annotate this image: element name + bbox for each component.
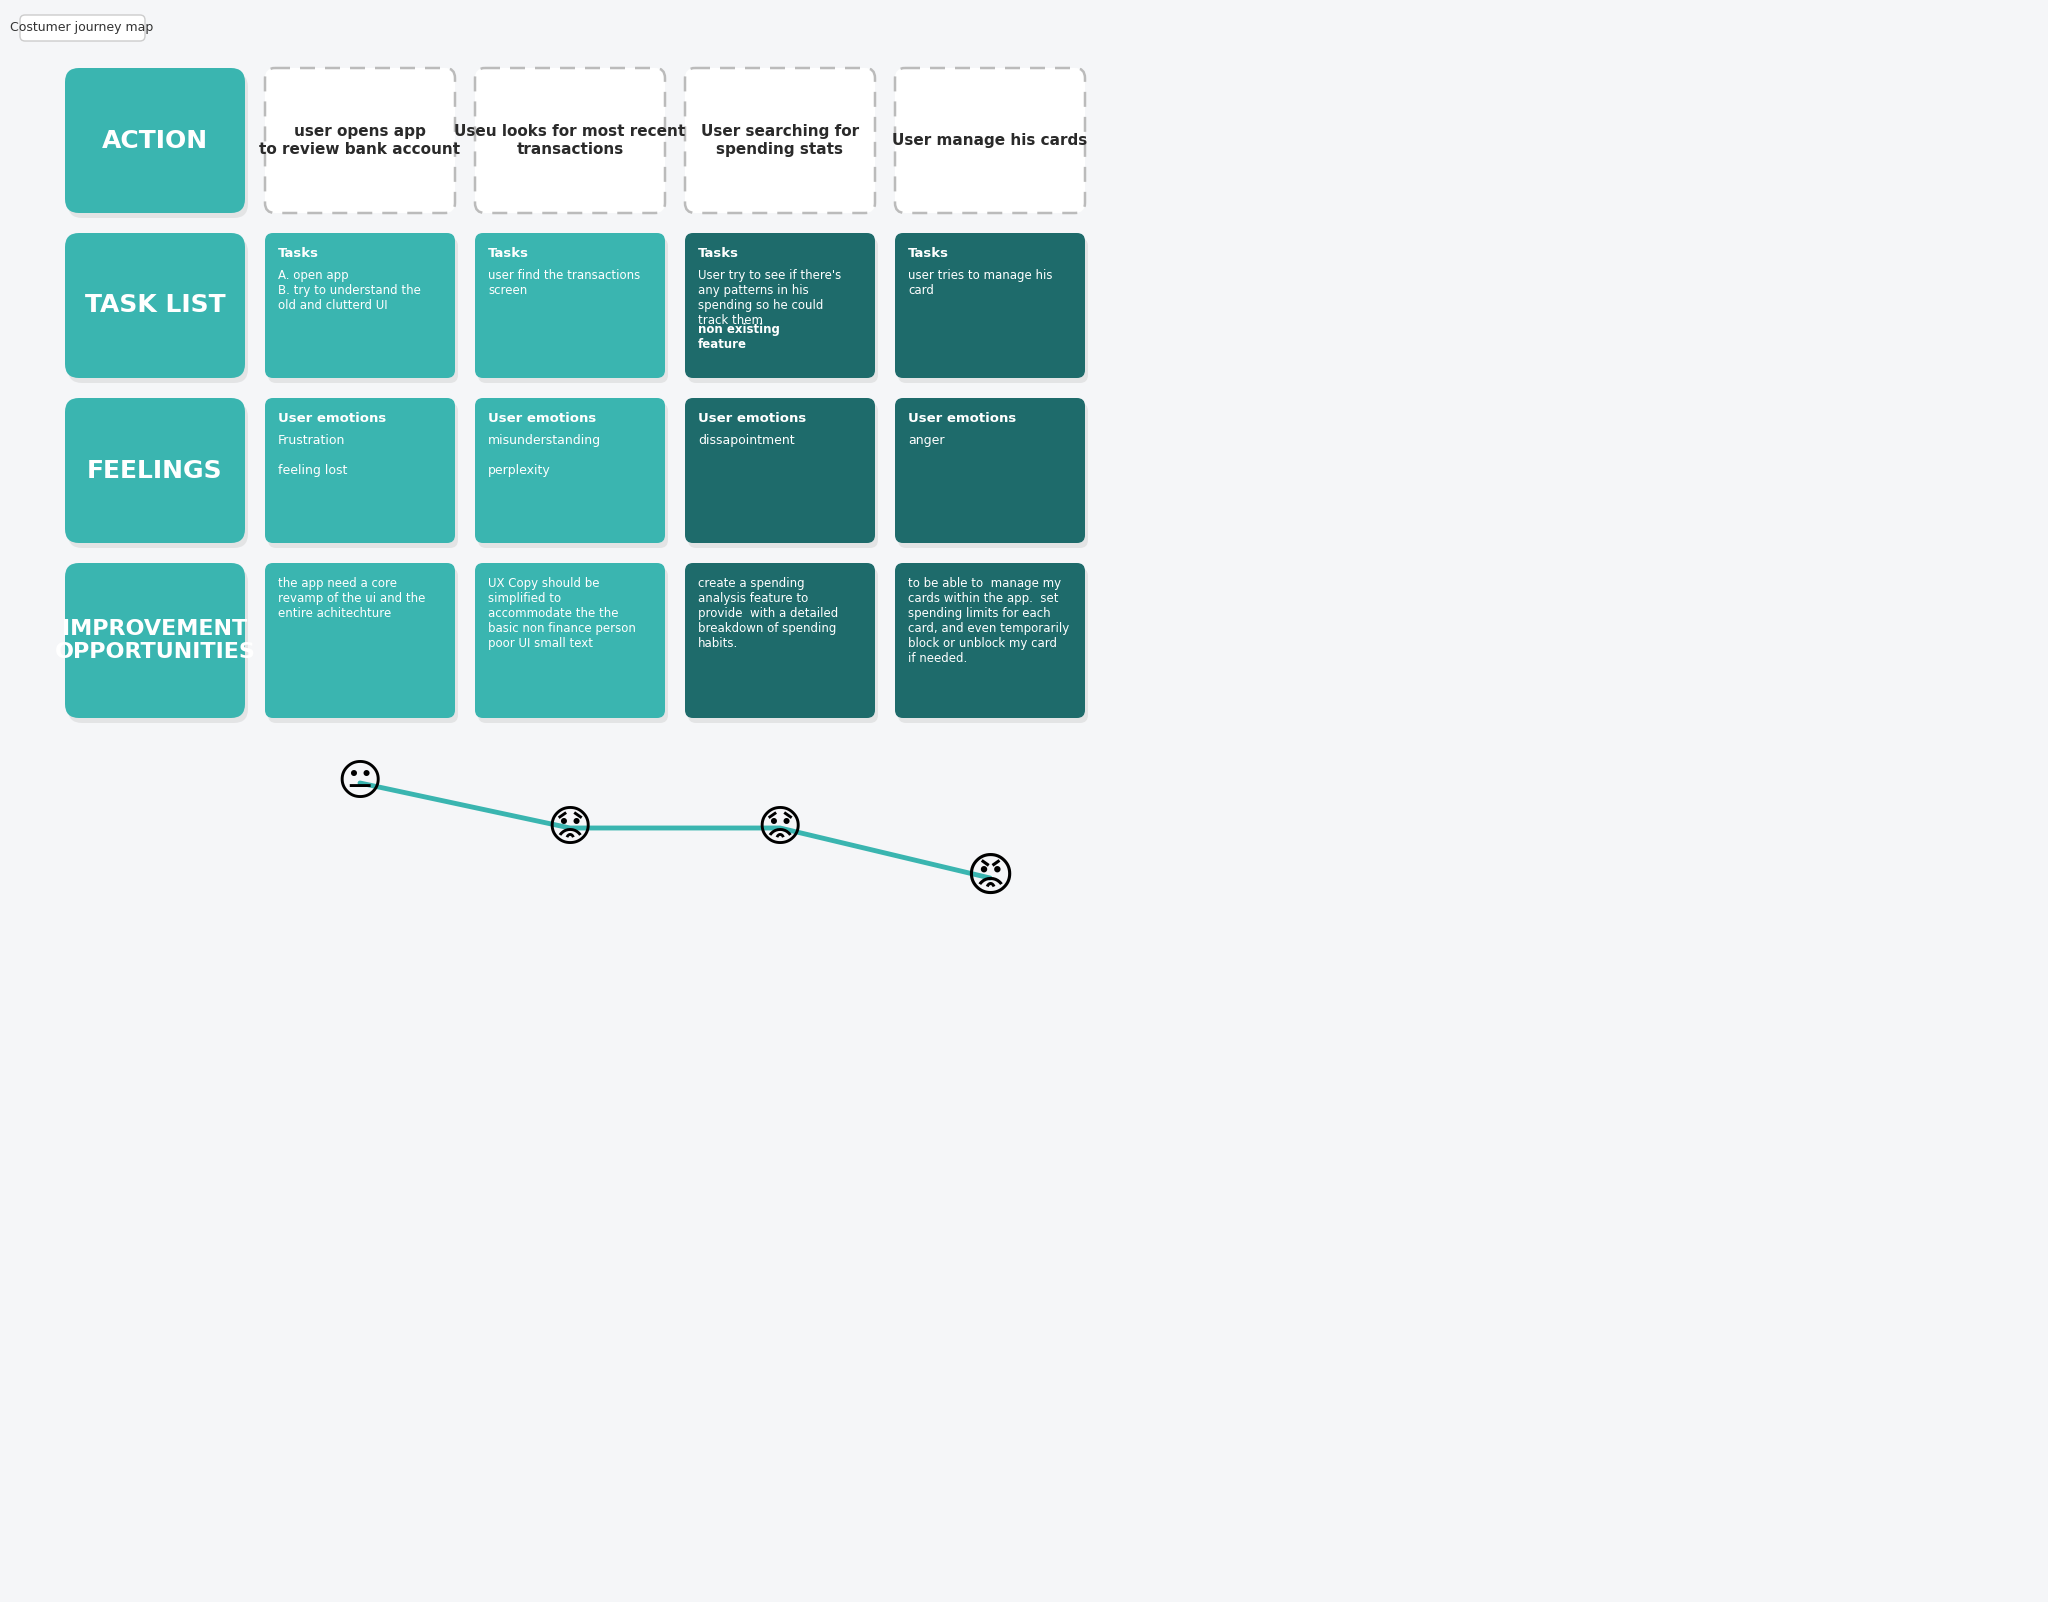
Text: to be able to  manage my
cards within the app.  set
spending limits for each
car: to be able to manage my cards within the… (907, 577, 1069, 665)
FancyBboxPatch shape (264, 232, 455, 378)
FancyBboxPatch shape (897, 569, 1087, 723)
FancyBboxPatch shape (895, 67, 1085, 213)
Text: 😟: 😟 (758, 806, 803, 849)
FancyBboxPatch shape (68, 404, 248, 548)
FancyBboxPatch shape (68, 569, 248, 723)
FancyBboxPatch shape (66, 562, 246, 718)
FancyBboxPatch shape (895, 562, 1085, 718)
FancyBboxPatch shape (475, 67, 666, 213)
Text: user find the transactions
screen: user find the transactions screen (487, 269, 641, 296)
FancyBboxPatch shape (20, 14, 145, 42)
Text: FEELINGS: FEELINGS (88, 458, 223, 482)
Text: User try to see if there's
any patterns in his
spending so he could
track them: User try to see if there's any patterns … (698, 269, 842, 327)
Text: A. open app
B. try to understand the
old and clutterd UI: A. open app B. try to understand the old… (279, 269, 422, 312)
FancyBboxPatch shape (477, 404, 668, 548)
FancyBboxPatch shape (264, 397, 455, 543)
Text: ACTION: ACTION (102, 128, 209, 152)
FancyBboxPatch shape (66, 232, 246, 378)
Text: User emotions: User emotions (487, 412, 596, 425)
FancyBboxPatch shape (688, 404, 879, 548)
Text: User emotions: User emotions (907, 412, 1016, 425)
FancyBboxPatch shape (66, 67, 246, 213)
Text: Frustration

feeling lost: Frustration feeling lost (279, 434, 348, 477)
FancyBboxPatch shape (688, 239, 879, 383)
Text: misunderstanding

perplexity: misunderstanding perplexity (487, 434, 602, 477)
FancyBboxPatch shape (477, 569, 668, 723)
FancyBboxPatch shape (477, 239, 668, 383)
FancyBboxPatch shape (68, 74, 248, 218)
FancyBboxPatch shape (475, 397, 666, 543)
Text: user opens app
to review bank account: user opens app to review bank account (260, 125, 461, 157)
Text: non existing
feature: non existing feature (698, 324, 780, 351)
FancyBboxPatch shape (895, 232, 1085, 378)
Text: create a spending
analysis feature to
provide  with a detailed
breakdown of spen: create a spending analysis feature to pr… (698, 577, 838, 650)
FancyBboxPatch shape (268, 239, 459, 383)
FancyBboxPatch shape (688, 569, 879, 723)
Text: User manage his cards: User manage his cards (893, 133, 1087, 147)
Text: Costumer journey map: Costumer journey map (10, 21, 154, 35)
FancyBboxPatch shape (684, 562, 874, 718)
FancyBboxPatch shape (264, 562, 455, 718)
Text: IMPROVEMENT
OPPORTUNITIES: IMPROVEMENT OPPORTUNITIES (55, 618, 256, 662)
Text: TASK LIST: TASK LIST (84, 293, 225, 317)
FancyBboxPatch shape (897, 404, 1087, 548)
Text: 😐: 😐 (336, 761, 383, 804)
Text: Tasks: Tasks (487, 247, 528, 260)
FancyBboxPatch shape (268, 569, 459, 723)
Text: dissapointment: dissapointment (698, 434, 795, 447)
Text: User emotions: User emotions (698, 412, 807, 425)
Text: Tasks: Tasks (279, 247, 319, 260)
FancyBboxPatch shape (475, 232, 666, 378)
Text: Tasks: Tasks (698, 247, 739, 260)
Text: User emotions: User emotions (279, 412, 387, 425)
FancyBboxPatch shape (684, 232, 874, 378)
FancyBboxPatch shape (268, 404, 459, 548)
Text: 😡: 😡 (965, 855, 1014, 900)
Text: anger: anger (907, 434, 944, 447)
Text: Tasks: Tasks (907, 247, 948, 260)
FancyBboxPatch shape (264, 67, 455, 213)
Text: Useu looks for most recent
transactions: Useu looks for most recent transactions (455, 125, 686, 157)
FancyBboxPatch shape (68, 239, 248, 383)
Text: the app need a core
revamp of the ui and the
entire achitechture: the app need a core revamp of the ui and… (279, 577, 426, 620)
FancyBboxPatch shape (684, 397, 874, 543)
FancyBboxPatch shape (66, 397, 246, 543)
Text: User searching for
spending stats: User searching for spending stats (700, 125, 858, 157)
Text: user tries to manage his
card: user tries to manage his card (907, 269, 1053, 296)
FancyBboxPatch shape (684, 67, 874, 213)
FancyBboxPatch shape (475, 562, 666, 718)
FancyBboxPatch shape (895, 397, 1085, 543)
FancyBboxPatch shape (897, 239, 1087, 383)
Text: 😟: 😟 (547, 806, 594, 849)
Text: UX Copy should be
simplified to
accommodate the the
basic non finance person
poo: UX Copy should be simplified to accommod… (487, 577, 635, 650)
